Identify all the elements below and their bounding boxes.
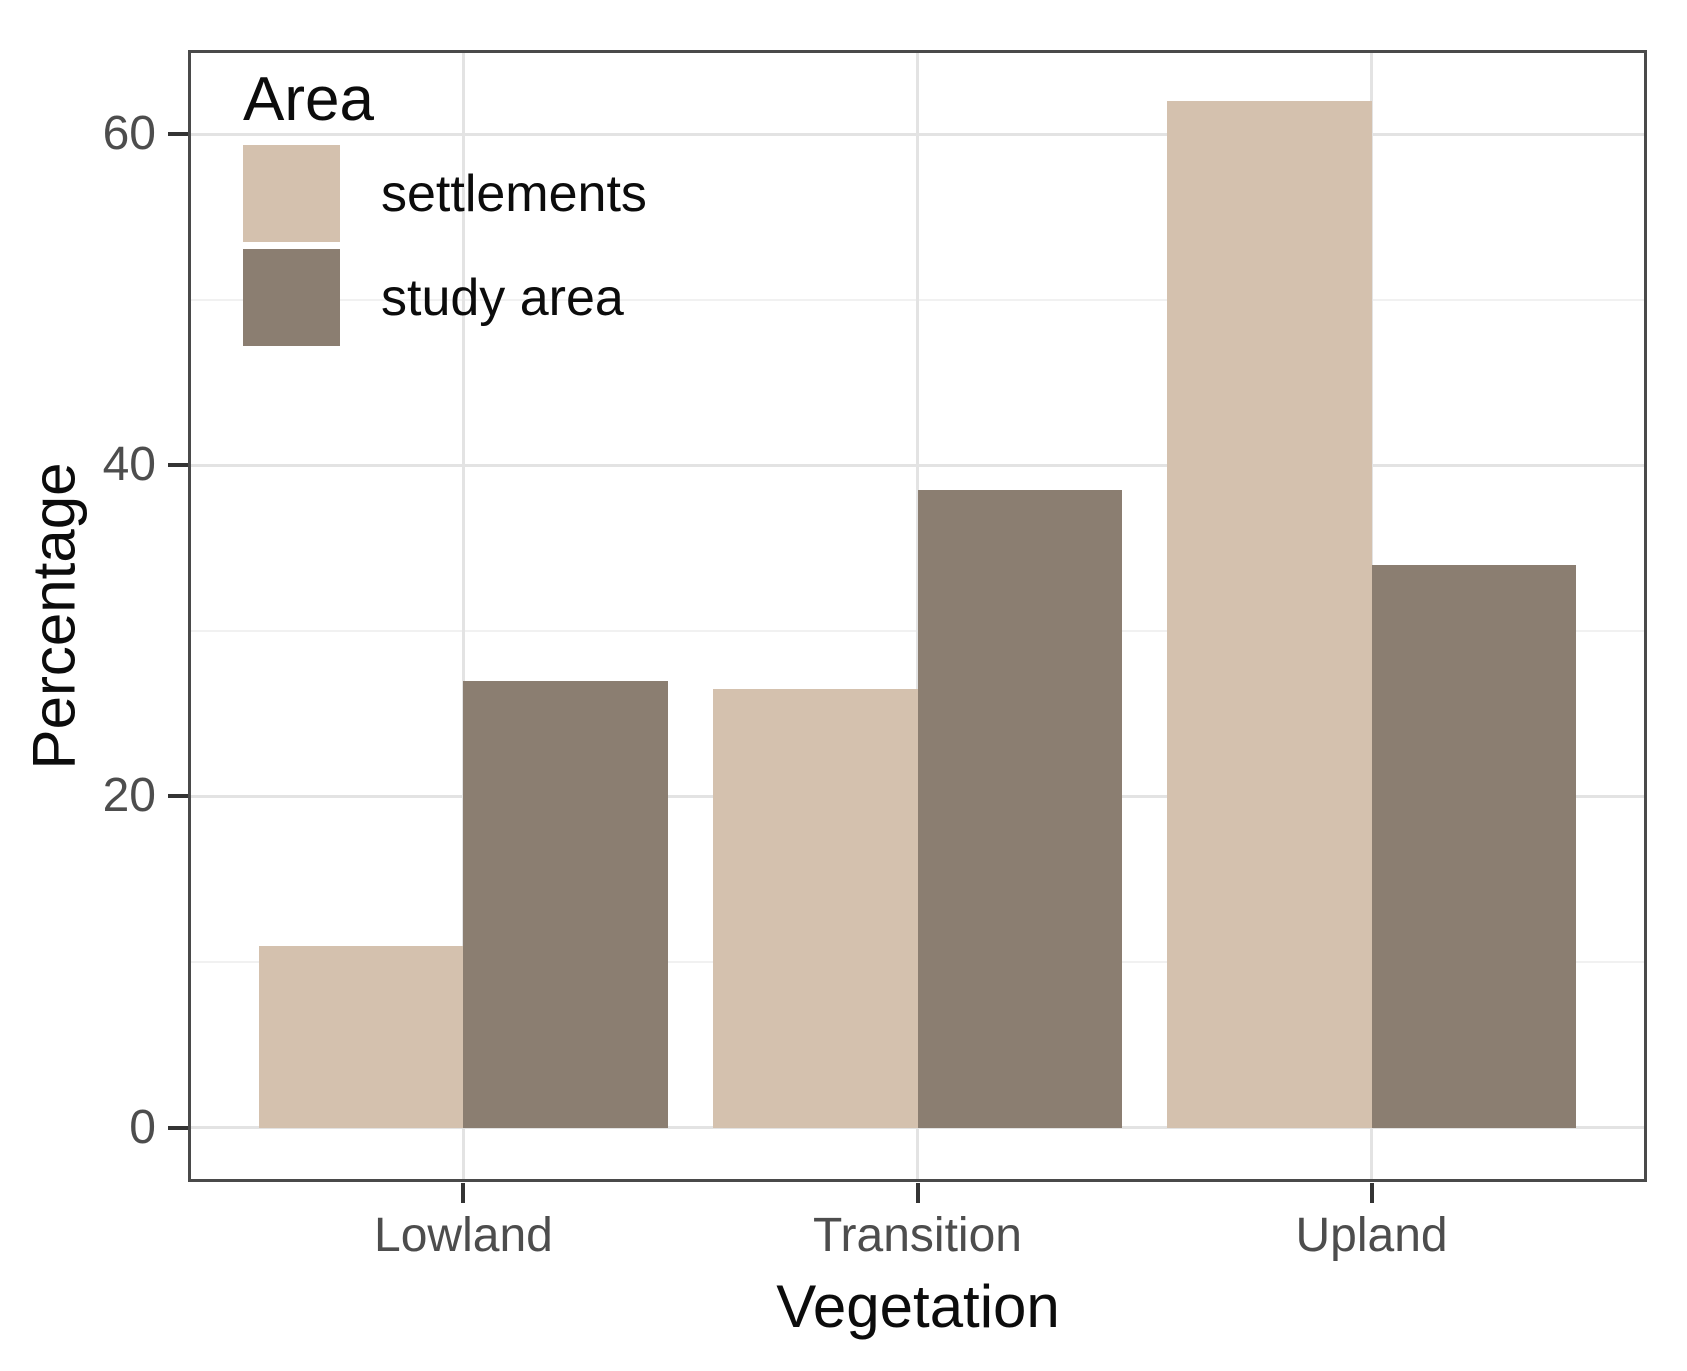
plot-panel: Area settlements study area [188,50,1647,1182]
y-tick-mark [168,132,188,137]
y-tick-label: 0 [129,1100,156,1154]
bar-settlements-upland [1167,101,1372,1128]
x-tick-label: Transition [813,1209,1022,1262]
y-tick-mark [168,1125,188,1130]
y-tick-mark [168,794,188,799]
y-tick-label: 40 [102,438,156,492]
legend-label-study-area: study area [381,268,624,327]
y-tick-mark [168,463,188,468]
legend-label-settlements: settlements [381,164,647,223]
y-axis-title: Percentage [20,462,88,770]
gridline-major-v [461,53,465,1179]
bar-study-area-upland [1371,564,1576,1128]
x-tick-label: Upland [1295,1209,1448,1262]
x-tick-label: Lowland [374,1209,553,1262]
y-tick-label: 20 [102,769,156,823]
legend-swatch-settlements [243,145,340,242]
legend-swatch-study-area [243,249,340,346]
legend-title: Area [243,65,374,134]
bar-settlements-transition [713,688,918,1128]
legend-item-settlements: settlements [243,145,647,242]
bar-settlements-lowland [259,945,464,1128]
legend: Area settlements study area [243,67,647,353]
legend-item-study-area: study area [243,249,647,346]
x-axis-title: Vegetation [776,1273,1060,1340]
y-tick-label: 60 [102,107,156,161]
x-tick-mark [915,1183,920,1203]
bar-study-area-transition [917,490,1122,1128]
x-tick-mark [1369,1183,1374,1203]
x-tick-mark [461,1183,466,1203]
bar-study-area-lowland [463,680,668,1128]
